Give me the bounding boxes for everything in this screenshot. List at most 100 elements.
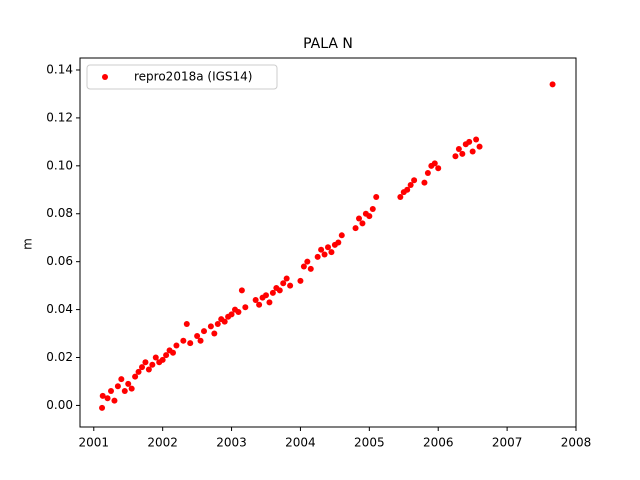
x-tick-label: 2005 (354, 436, 385, 450)
y-tick-label: 0.12 (46, 110, 73, 124)
point (307, 265, 314, 272)
point (276, 287, 283, 294)
point (459, 150, 466, 157)
x-tick-label: 2002 (147, 436, 178, 450)
point (170, 349, 176, 356)
y-tick-label: 0.10 (46, 158, 73, 172)
point (256, 301, 263, 308)
point (132, 373, 139, 380)
point (297, 277, 304, 284)
legend-box (86, 64, 278, 90)
point (111, 397, 118, 404)
point (263, 292, 269, 299)
point (142, 359, 149, 366)
point (242, 304, 249, 311)
point (476, 143, 483, 150)
x-tick-label: 2004 (285, 436, 316, 450)
point (287, 282, 294, 289)
point (149, 361, 156, 368)
point (183, 320, 190, 327)
point (325, 244, 331, 251)
point (214, 320, 221, 327)
chart-title: PALA N (303, 36, 353, 52)
plot-frame (79, 57, 577, 428)
point (128, 385, 135, 392)
point (221, 318, 228, 325)
point (207, 323, 214, 330)
point (369, 205, 376, 212)
point (431, 160, 438, 167)
point (197, 337, 204, 344)
point (469, 148, 476, 155)
point (99, 392, 106, 399)
x-tick-label: 2003 (216, 436, 247, 450)
point (135, 368, 142, 375)
y-axis-label: m (21, 238, 35, 250)
legend-label: repro2018a (IGS14) (134, 70, 252, 84)
point (314, 253, 321, 260)
point (252, 297, 259, 304)
point (328, 249, 335, 256)
point (455, 146, 462, 153)
y-tick-label: 0.14 (46, 62, 73, 76)
point (473, 136, 480, 143)
point (397, 193, 404, 200)
point (235, 308, 242, 315)
point (366, 213, 373, 220)
point (266, 299, 273, 306)
point (359, 220, 366, 227)
point (228, 311, 235, 318)
y-tick-label: 0.02 (46, 350, 73, 364)
point (269, 289, 276, 296)
point (159, 356, 166, 363)
point (163, 352, 170, 359)
point (108, 388, 114, 395)
point (404, 186, 411, 193)
point (304, 258, 311, 265)
point (300, 263, 307, 270)
point (411, 177, 418, 184)
point (201, 328, 207, 335)
x-tick-label: 2006 (423, 436, 454, 450)
point (283, 275, 290, 282)
point (321, 251, 328, 258)
y-tick-label: 0.00 (46, 398, 73, 412)
point (280, 280, 287, 287)
point (173, 342, 180, 349)
legend-marker (102, 74, 108, 80)
point (452, 153, 459, 160)
point (549, 81, 556, 88)
point (139, 364, 145, 371)
point (238, 287, 245, 294)
point (466, 138, 473, 145)
y-tick-label: 0.04 (46, 302, 73, 316)
point (121, 388, 128, 395)
point (407, 181, 414, 188)
x-tick-label: 2001 (79, 436, 110, 450)
point (421, 179, 428, 186)
point (356, 215, 362, 222)
y-tick-label: 0.06 (46, 254, 73, 268)
point (338, 232, 345, 239)
point (318, 246, 325, 253)
point (435, 165, 442, 172)
point (145, 366, 152, 373)
point (180, 337, 187, 344)
point (118, 376, 125, 383)
x-tick-label: 2008 (561, 436, 592, 450)
point (104, 395, 111, 402)
point (211, 330, 218, 337)
point (99, 404, 106, 411)
point (194, 332, 201, 339)
point (152, 354, 159, 361)
x-tick-label: 2007 (492, 436, 523, 450)
point (373, 193, 380, 200)
point (335, 239, 342, 246)
point (114, 383, 121, 390)
point (187, 340, 194, 347)
y-tick-label: 0.08 (46, 206, 73, 220)
point (352, 225, 359, 232)
point (125, 380, 132, 387)
